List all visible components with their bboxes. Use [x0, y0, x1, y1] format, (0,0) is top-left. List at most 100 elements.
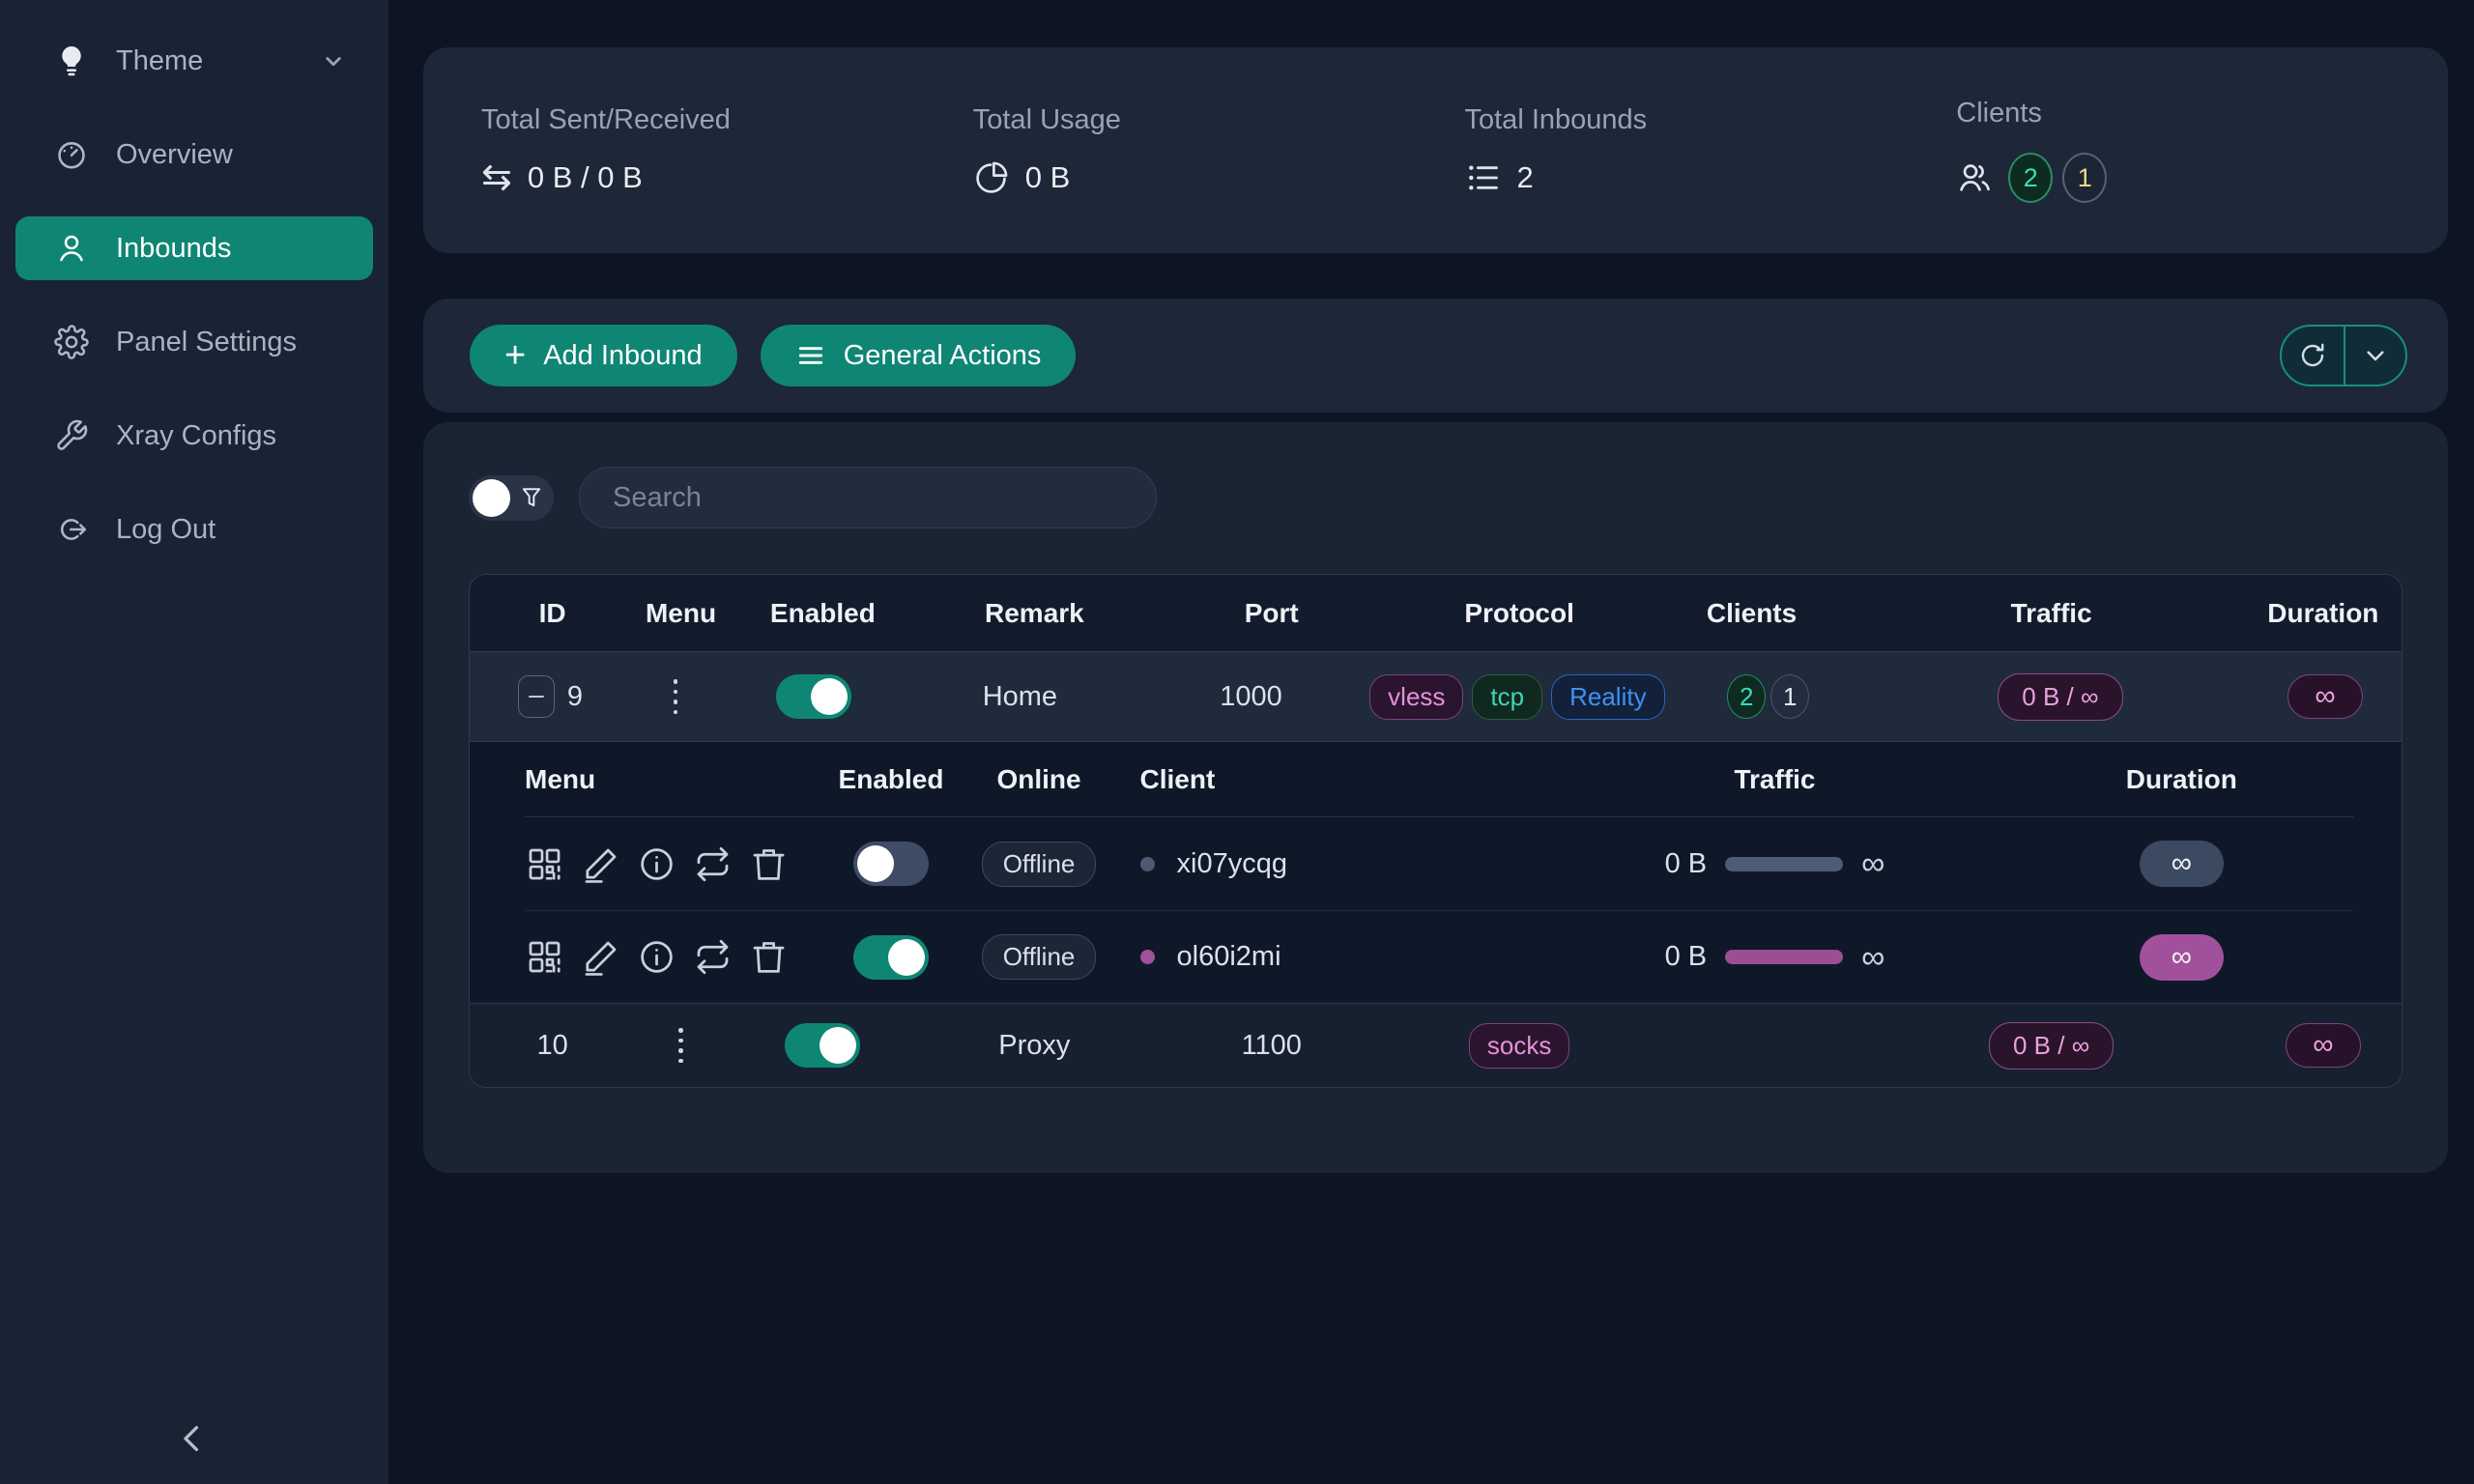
- inbound-id: 10: [536, 1029, 568, 1061]
- qr-code-button[interactable]: [525, 844, 564, 884]
- general-actions-label: General Actions: [843, 339, 1042, 371]
- stat-clients: Clients 2 1: [1956, 98, 2448, 203]
- stat-total-inbounds: Total Inbounds 2: [1465, 104, 1957, 196]
- sidebar-item-theme[interactable]: Theme: [15, 29, 373, 93]
- sidebar-item-label: Overview: [116, 138, 233, 170]
- sidebar-item-label: Inbounds: [116, 232, 232, 264]
- inbounds-panel: ID Menu Enabled Remark Port Protocol Cli…: [423, 422, 2448, 1173]
- logout-icon: [54, 512, 89, 547]
- main-content: Total Sent/Received ⇆ 0 B / 0 B Total Us…: [388, 0, 2474, 1484]
- client-enabled-toggle[interactable]: [852, 934, 929, 980]
- traffic-limit: ∞: [1861, 845, 1885, 882]
- col-header-duration: Duration: [2267, 597, 2379, 628]
- stats-card: Total Sent/Received ⇆ 0 B / 0 B Total Us…: [423, 47, 2448, 253]
- add-inbound-label: Add Inbound: [543, 339, 703, 371]
- client-row: Offline xi07ycqg 0 B ∞ ∞: [525, 817, 2353, 910]
- add-inbound-button[interactable]: + Add Inbound: [470, 325, 737, 386]
- clients-header-row: Menu Enabled Online Client Traffic Durat…: [525, 742, 2353, 817]
- sidebar-item-label: Theme: [116, 44, 204, 76]
- stat-label: Total Usage: [972, 104, 1121, 135]
- sidebar-item-xray-configs[interactable]: Xray Configs: [15, 404, 373, 468]
- people-icon: [1956, 159, 1993, 196]
- chevron-down-icon: [2367, 351, 2384, 361]
- table-header-row: ID Menu Enabled Remark Port Protocol Cli…: [470, 575, 2402, 652]
- toggle-knob: [473, 478, 510, 517]
- inbounds-table: ID Menu Enabled Remark Port Protocol Cli…: [469, 574, 2402, 1088]
- pie-chart-icon: [973, 159, 1010, 196]
- reset-traffic-button[interactable]: [693, 844, 733, 884]
- row-menu-button[interactable]: [673, 679, 678, 714]
- traffic-progress-bar: [1725, 950, 1844, 964]
- collapse-row-button[interactable]: [517, 675, 555, 718]
- traffic-badge: 0 B / ∞: [1998, 672, 2123, 721]
- filter-toggle[interactable]: [469, 474, 554, 521]
- sidebar-item-inbounds[interactable]: Inbounds: [15, 216, 373, 280]
- gear-icon: [54, 325, 89, 359]
- stat-label: Total Sent/Received: [481, 104, 731, 135]
- protocol-tag: Reality: [1551, 673, 1665, 720]
- inbound-id: 9: [566, 680, 583, 712]
- stat-label: Total Inbounds: [1464, 104, 1648, 135]
- reset-traffic-button[interactable]: [693, 937, 733, 977]
- online-status-badge: Offline: [981, 841, 1097, 887]
- edit-pencil-button[interactable]: [581, 937, 620, 977]
- row-menu-button[interactable]: [678, 1028, 683, 1063]
- inbound-enabled-toggle[interactable]: [785, 1023, 861, 1068]
- protocol-tag: tcp: [1472, 673, 1543, 720]
- clients-deactive-badge: 1: [2062, 153, 2108, 203]
- client-status-dot: [1139, 950, 1155, 964]
- sub-col-menu: Menu: [525, 763, 596, 794]
- stat-label: Clients: [1956, 98, 2042, 128]
- clients-online-badge: 2: [1727, 674, 1767, 719]
- info-button[interactable]: [637, 937, 676, 977]
- clients-deactive-badge: 1: [1770, 674, 1810, 719]
- stat-value: 2: [1516, 160, 1534, 194]
- traffic-badge: 0 B / ∞: [1989, 1021, 2114, 1070]
- sub-col-duration: Duration: [2125, 763, 2237, 794]
- sidebar-item-log-out[interactable]: Log Out: [15, 498, 373, 561]
- refresh-button[interactable]: [2282, 327, 2344, 385]
- protocol-tag: socks: [1468, 1022, 1570, 1069]
- qr-code-button[interactable]: [525, 937, 564, 977]
- stat-value: 0 B / 0 B: [527, 160, 643, 194]
- lightbulb-icon: [54, 43, 89, 78]
- client-name: ol60i2mi: [1176, 941, 1281, 972]
- sidebar: Theme Overview Inbounds Panel Settings: [0, 0, 388, 1484]
- client-status-dot: [1139, 856, 1155, 871]
- inbound-port: 1000: [1220, 680, 1282, 712]
- general-actions-button[interactable]: General Actions: [760, 325, 1077, 386]
- inbound-enabled-toggle[interactable]: [775, 674, 851, 719]
- sub-col-traffic: Traffic: [1734, 763, 1816, 794]
- col-header-enabled: Enabled: [769, 597, 876, 628]
- refresh-options-button[interactable]: [2344, 327, 2405, 385]
- search-input[interactable]: [579, 467, 1157, 528]
- clients-online-badge: 2: [2008, 153, 2054, 203]
- sidebar-collapse-button[interactable]: [172, 1418, 213, 1459]
- person-icon: [54, 231, 89, 266]
- edit-pencil-button[interactable]: [581, 844, 620, 884]
- sidebar-item-overview[interactable]: Overview: [15, 123, 373, 186]
- col-header-remark: Remark: [985, 597, 1084, 628]
- sidebar-item-panel-settings[interactable]: Panel Settings: [15, 310, 373, 374]
- wrench-icon: [54, 418, 89, 453]
- duration-badge: ∞: [2286, 1023, 2361, 1068]
- col-header-clients: Clients: [1706, 597, 1798, 628]
- info-button[interactable]: [637, 844, 676, 884]
- clients-subtable: Menu Enabled Online Client Traffic Durat…: [470, 741, 2402, 1004]
- client-enabled-toggle[interactable]: [852, 842, 929, 886]
- list-icon: [1465, 159, 1502, 196]
- sub-col-online: Online: [996, 763, 1081, 794]
- actions-bar: + Add Inbound General Actions: [423, 299, 2448, 413]
- col-header-port: Port: [1244, 597, 1299, 628]
- refresh-icon: [2301, 343, 2324, 367]
- chevron-down-icon: [319, 46, 348, 75]
- sidebar-item-label: Log Out: [116, 513, 216, 545]
- gauge-icon: [54, 137, 89, 172]
- stat-total-usage: Total Usage 0 B: [973, 104, 1465, 196]
- protocol-tag: vless: [1369, 673, 1464, 720]
- delete-trash-button[interactable]: [749, 844, 789, 884]
- delete-trash-button[interactable]: [749, 937, 789, 977]
- hamburger-menu-icon: [795, 340, 826, 371]
- duration-badge: ∞: [2287, 674, 2363, 719]
- stat-value: 0 B: [1024, 160, 1071, 194]
